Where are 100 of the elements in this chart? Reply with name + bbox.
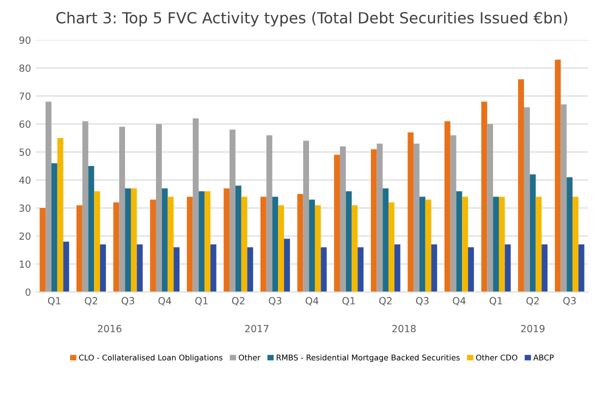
bar <box>320 247 327 292</box>
x-tick-label: Q3 <box>563 297 576 306</box>
bar <box>125 188 131 292</box>
y-tick-label: 0 <box>26 288 30 296</box>
bar <box>498 196 505 292</box>
bar <box>63 242 70 292</box>
bar <box>358 247 364 292</box>
x-tick-label: Q2 <box>232 297 244 306</box>
bar <box>444 121 450 292</box>
bar <box>425 200 432 292</box>
bar <box>284 238 290 292</box>
bar <box>210 244 216 292</box>
bar <box>46 102 52 292</box>
x-tick-label: Q1 <box>490 297 502 306</box>
bar <box>352 205 358 292</box>
bar <box>100 244 106 292</box>
bar <box>266 135 272 292</box>
x-tick-label: Q1 <box>48 297 60 306</box>
bar <box>130 188 137 292</box>
bar <box>303 140 310 292</box>
bar <box>150 200 156 292</box>
bar <box>456 191 462 292</box>
bar <box>186 196 193 292</box>
bar <box>468 247 474 292</box>
bar <box>247 247 254 292</box>
bar <box>51 163 58 292</box>
text: 2016 <box>98 324 122 332</box>
bar <box>241 196 248 292</box>
bar <box>309 200 315 292</box>
bar <box>346 191 352 292</box>
bar <box>156 124 162 292</box>
bar <box>82 121 88 292</box>
x-tick-label: Q3 <box>416 297 429 306</box>
y-tick-label: 80 <box>19 64 30 72</box>
x-tick-label: Q2 <box>526 297 539 306</box>
bar <box>57 138 64 292</box>
x-tick-label: Q1 <box>342 297 355 306</box>
bar <box>119 126 126 292</box>
bar <box>493 196 499 292</box>
bar <box>566 177 573 292</box>
text: 2018 <box>392 324 416 332</box>
bar <box>382 188 389 292</box>
bar <box>530 174 536 292</box>
text: 2019 <box>521 324 544 332</box>
bar <box>334 154 340 292</box>
bar <box>168 196 174 292</box>
x-tick-label: Q4 <box>306 297 318 306</box>
bar <box>504 244 511 292</box>
bar <box>272 196 278 292</box>
bar <box>88 166 94 292</box>
bar <box>560 104 567 292</box>
x-tick-label: Q1 <box>195 297 208 306</box>
bar <box>408 132 414 292</box>
bar <box>481 102 488 292</box>
bar <box>414 144 420 292</box>
bar <box>376 144 383 292</box>
x-tick-label: Q2 <box>84 297 98 306</box>
bar <box>174 247 180 292</box>
bar <box>518 79 524 292</box>
bar <box>278 205 284 292</box>
y-tick-label: 60 <box>19 120 30 128</box>
x-tick-label: Q4 <box>452 297 466 306</box>
bar <box>76 205 82 292</box>
bar <box>340 146 346 292</box>
y-tick-label: 40 <box>19 176 30 184</box>
bar <box>192 118 199 292</box>
bar <box>572 196 578 292</box>
bar <box>224 188 230 292</box>
y-tick-label: 90 <box>19 36 30 44</box>
bar <box>487 124 494 292</box>
x-tick-label: Q4 <box>158 297 172 306</box>
bar <box>198 191 205 292</box>
x-tick-label: Q3 <box>268 297 282 306</box>
bar <box>536 196 542 292</box>
bar <box>450 135 456 292</box>
bar <box>235 186 242 292</box>
x-tick-label: Q2 <box>379 297 392 306</box>
bar <box>297 194 304 292</box>
text: 2017 <box>245 324 268 332</box>
bar <box>94 191 100 292</box>
bar <box>136 244 143 292</box>
bar <box>388 202 394 292</box>
bar <box>162 188 168 292</box>
bar <box>431 244 438 292</box>
bar <box>462 196 468 292</box>
bar <box>204 191 210 292</box>
y-tick-label: 30 <box>20 204 30 212</box>
x-tick-label: Q3 <box>122 297 134 306</box>
bar <box>578 244 584 292</box>
y-tick-label: 50 <box>20 148 30 156</box>
bar <box>260 196 266 292</box>
bar <box>524 107 530 292</box>
bar <box>419 196 426 292</box>
y-tick-label: 10 <box>20 260 30 268</box>
bar <box>230 130 236 292</box>
y-tick-label: 70 <box>20 92 30 100</box>
chart-title: Chart 3: Top 5 FVC Activity types (Total Debt Securities Issued €bn) <box>56 12 568 27</box>
bar <box>394 244 400 292</box>
bar <box>370 149 377 292</box>
bar <box>314 205 321 292</box>
